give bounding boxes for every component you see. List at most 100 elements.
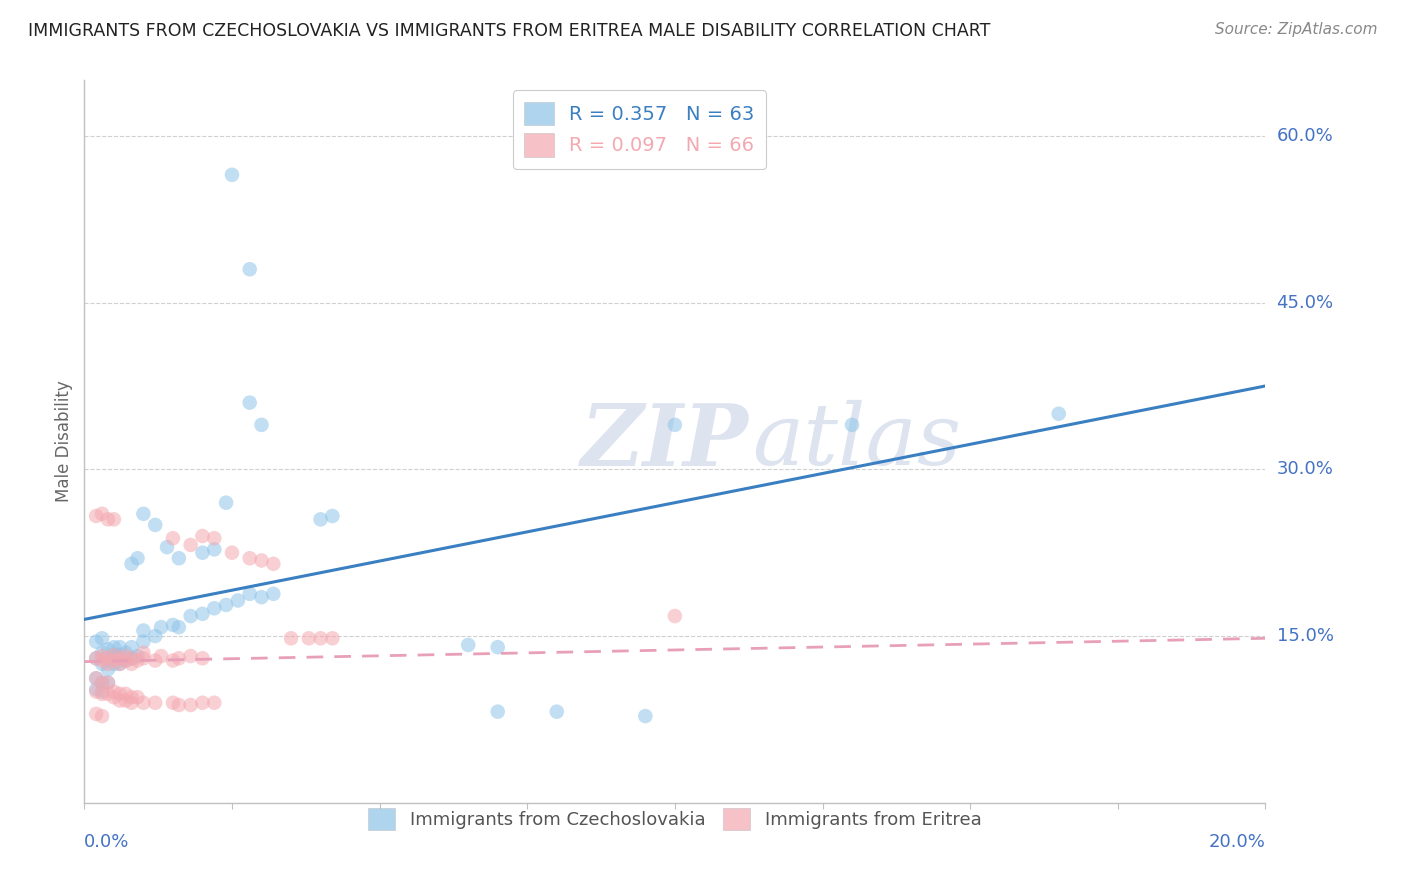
Point [250,590,273,604]
Point [250,417,273,432]
Point [215,496,238,510]
Text: 30.0%: 30.0% [1277,460,1333,478]
Point [121,657,143,671]
Point [262,557,284,571]
Point [108,651,131,665]
Point [97,687,120,701]
Point [162,618,184,632]
Point [103,657,125,671]
Text: 60.0%: 60.0% [1277,127,1333,145]
Point [221,168,243,182]
Text: Source: ZipAtlas.com: Source: ZipAtlas.com [1215,22,1378,37]
Text: 0.0%: 0.0% [84,833,129,851]
Point [280,632,302,646]
Point [150,620,173,634]
Point [143,696,166,710]
Point [309,632,332,646]
Point [162,653,184,667]
Point [84,508,107,523]
Point [239,395,262,409]
Point [167,551,190,566]
Point [191,546,214,560]
Point [84,671,107,685]
Point [132,646,155,660]
Point [91,709,114,723]
Point [215,598,238,612]
Point [180,649,202,664]
Point [97,662,120,676]
Text: ZIP: ZIP [581,400,748,483]
Text: IMMIGRANTS FROM CZECHOSLOVAKIA VS IMMIGRANTS FROM ERITREA MALE DISABILITY CORREL: IMMIGRANTS FROM CZECHOSLOVAKIA VS IMMIGR… [28,22,990,40]
Point [664,417,686,432]
Point [84,682,107,697]
Point [202,696,225,710]
Point [191,651,214,665]
Point [664,609,686,624]
Point [239,551,262,566]
Point [103,640,125,655]
Point [150,649,173,664]
Point [226,593,249,607]
Point [97,512,120,526]
Point [298,632,321,646]
Point [108,657,131,671]
Point [546,705,568,719]
Point [156,540,179,554]
Point [91,657,114,671]
Point [97,651,120,665]
Point [114,653,136,667]
Point [167,620,190,634]
Point [91,507,114,521]
Point [121,557,143,571]
Point [132,696,155,710]
Point [1047,407,1070,421]
Point [114,693,136,707]
Point [127,690,149,705]
Point [91,675,114,690]
Point [91,687,114,701]
Point [121,640,143,655]
Point [162,696,184,710]
Text: 15.0%: 15.0% [1277,627,1333,645]
Point [634,709,657,723]
Point [97,642,120,657]
Point [202,531,225,545]
Point [191,529,214,543]
Y-axis label: Male Disability: Male Disability [55,381,73,502]
Point [202,601,225,615]
Point [457,638,479,652]
Point [103,684,125,698]
Point [84,651,107,665]
Point [97,651,120,665]
Point [84,634,107,648]
Point [97,657,120,671]
Point [127,649,149,664]
Point [108,640,131,655]
Point [180,538,202,552]
Point [97,675,120,690]
Point [103,648,125,662]
Point [91,684,114,698]
Point [180,609,202,624]
Point [91,646,114,660]
Point [321,508,343,523]
Point [486,705,509,719]
Point [108,693,131,707]
Point [132,651,155,665]
Point [132,507,155,521]
Point [127,653,149,667]
Point [103,648,125,662]
Point [84,671,107,685]
Point [91,632,114,646]
Point [91,649,114,664]
Point [114,687,136,701]
Point [108,687,131,701]
Point [262,587,284,601]
Point [841,417,863,432]
Point [309,512,332,526]
Point [143,629,166,643]
Point [180,698,202,712]
Point [121,696,143,710]
Point [97,675,120,690]
Point [84,684,107,698]
